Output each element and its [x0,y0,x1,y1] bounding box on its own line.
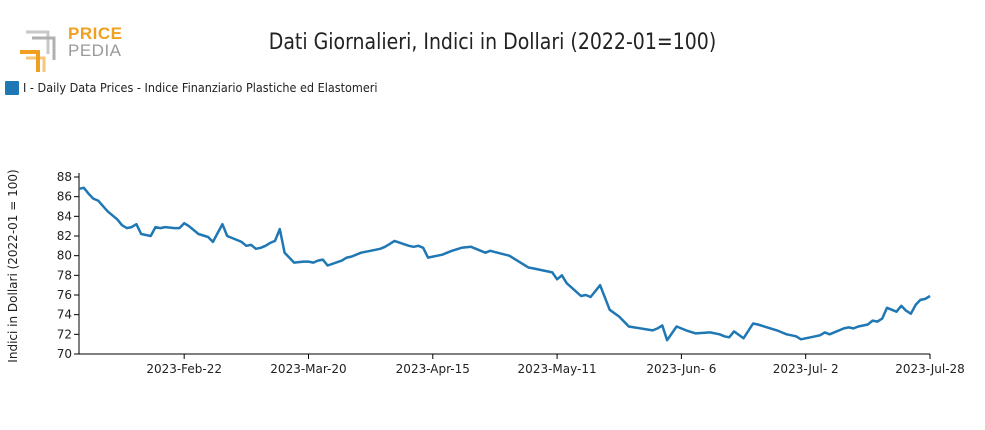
x-tick-label: 2023-May-11 [518,362,597,376]
y-tick-label: 70 [57,347,72,361]
legend-label: I - Daily Data Prices - Indice Finanziar… [23,80,378,95]
y-tick-label: 76 [57,288,72,302]
x-tick-label: 2023-Jul-28 [895,362,965,376]
logo-text-price: PRICE [68,24,123,43]
x-tick-label: 2023-Jul- 2 [773,362,839,376]
series-layer [78,186,931,342]
y-tick-label: 74 [57,308,72,322]
logo-mark-icon [20,30,56,72]
pricepedia-logo: PRICE PEDIA [18,24,128,74]
logo-text-pedia: PEDIA [68,41,122,60]
y-tick-label: 82 [57,229,72,243]
y-tick-label: 80 [57,249,72,263]
x-tick-label: 2023-Mar-20 [270,362,346,376]
chart-title: Dati Giornalieri, Indici in Dollari (202… [268,30,717,55]
legend[interactable]: I - Daily Data Prices - Indice Finanziar… [5,80,417,95]
y-tick-label: 84 [57,209,72,223]
legend-swatch [5,80,19,95]
y-tick-label: 86 [57,190,72,204]
y-axis-title: Indici in Dollari (2022-01 = 100) [6,169,20,362]
x-axis: 2023-Feb-22 2023-Mar-20 2023-Apr-15 2023-Ma… [79,353,965,376]
y-tick-label: 88 [57,170,72,184]
y-tick-label: 72 [57,327,72,341]
x-tick-label: 2023-Jun- 6 [646,362,716,376]
y-tick-label: 78 [57,268,72,282]
x-tick-label: 2023-Apr-15 [396,362,470,376]
y-axis: 70 72 74 76 78 80 82 84 86 88 [57,170,80,361]
series-line-0 [78,186,931,342]
x-tick-label: 2023-Feb-22 [146,362,222,376]
